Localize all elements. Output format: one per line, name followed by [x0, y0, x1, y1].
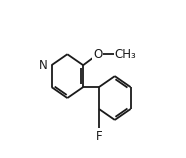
Text: O: O	[93, 48, 102, 61]
Text: N: N	[39, 59, 48, 72]
Text: CH₃: CH₃	[115, 48, 137, 61]
Text: F: F	[96, 130, 102, 143]
